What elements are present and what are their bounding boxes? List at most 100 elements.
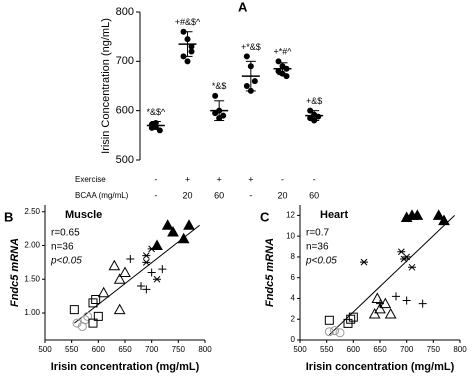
data-point [83, 311, 93, 321]
annotation: r=0.65 [51, 228, 80, 239]
data-point [91, 295, 101, 304]
data-point [408, 263, 416, 271]
data-point [418, 299, 427, 308]
y-tick-label: 2.00 [24, 241, 40, 250]
data-point [392, 292, 400, 301]
x-tick-label: 550 [320, 345, 334, 354]
y-tick-label: 1.00 [24, 308, 40, 317]
data-point [69, 305, 79, 315]
data-point [374, 302, 386, 314]
data-point [212, 92, 219, 99]
data-point [142, 252, 151, 259]
data-point [97, 286, 110, 298]
annotation: r=0.7 [306, 228, 330, 239]
data-point [161, 219, 174, 230]
x-tick-label: 650 [118, 345, 132, 354]
y-tick-label: 0 [291, 335, 296, 344]
data-point [88, 318, 98, 328]
data-point [243, 53, 250, 60]
data-point [93, 311, 103, 321]
data-point [147, 268, 156, 277]
data-point [183, 219, 195, 230]
data-point [275, 58, 282, 65]
data-point [324, 327, 334, 337]
condition-value: - [281, 174, 284, 184]
annotation: +#&$^ [175, 17, 201, 27]
y-tick-label: 1.50 [24, 274, 40, 283]
data-point [432, 209, 445, 220]
y-axis-label: Fndc5 mRNA [9, 238, 21, 307]
condition-value: - [154, 174, 157, 184]
data-point [330, 326, 340, 336]
x-tick-label: 750 [427, 345, 441, 354]
x-axis-label: Irisin concentration (mg/mL) [51, 361, 200, 373]
condition-value: 60 [309, 190, 319, 200]
panel-letter: A [238, 0, 248, 14]
condition-value: 60 [214, 190, 224, 200]
data-point [108, 259, 121, 271]
y-tick-label: 800 [116, 6, 134, 18]
x-tick-label: 500 [293, 345, 307, 354]
data-point [368, 308, 381, 319]
data-point [360, 258, 368, 266]
y-tick-label: 10 [286, 231, 295, 240]
x-tick-label: 800 [453, 345, 467, 354]
data-point [402, 296, 411, 305]
y-tick-label: 2 [291, 314, 296, 323]
data-point [397, 248, 406, 256]
annotation: p<0.05 [50, 256, 82, 267]
y-axis-label: Irisin Concentration (ng/mL) [100, 18, 112, 154]
data-point [167, 225, 179, 237]
panel-letter: C [260, 209, 270, 224]
x-tick-label: 800 [198, 345, 212, 354]
condition-label: Exercise [75, 175, 106, 184]
data-point [438, 214, 450, 226]
data-point [324, 315, 334, 325]
data-point [113, 303, 126, 315]
condition-value: 20 [277, 190, 287, 200]
y-tick-label: 600 [116, 105, 134, 117]
data-point [400, 211, 413, 222]
x-tick-label: 750 [172, 345, 186, 354]
data-point [188, 43, 195, 50]
x-tick-label: 700 [400, 345, 414, 354]
annotation: +&$ [306, 96, 322, 106]
data-point [119, 266, 131, 277]
condition-value: + [248, 174, 253, 184]
data-point [126, 255, 135, 263]
data-point [411, 209, 424, 220]
data-point [335, 328, 345, 338]
data-point [158, 265, 167, 274]
annotation: +*&$ [241, 42, 261, 52]
fit-line [328, 215, 456, 336]
data-point [137, 282, 145, 290]
annotation: n=36 [51, 242, 74, 253]
data-point [371, 292, 384, 303]
data-point [142, 259, 151, 266]
data-point [283, 73, 290, 80]
annotation: p<0.05 [305, 256, 337, 267]
panel-letter: B [4, 209, 13, 224]
condition-value: - [154, 190, 157, 200]
data-point [400, 255, 408, 263]
x-tick-label: 600 [92, 345, 106, 354]
condition-value: - [313, 174, 316, 184]
data-point [153, 275, 161, 283]
annotation: *&$^ [146, 107, 166, 117]
data-point [142, 285, 151, 294]
panel-title: Heart [320, 209, 348, 221]
data-point [113, 273, 126, 284]
condition-value: + [185, 174, 190, 184]
x-tick-label: 500 [38, 345, 52, 354]
y-axis-label: Fndc5 mRNA [264, 238, 276, 307]
x-tick-label: 700 [145, 345, 159, 354]
annotation: n=36 [306, 242, 329, 253]
data-point [376, 299, 384, 308]
data-point [212, 110, 219, 117]
data-point [188, 48, 195, 55]
annotation: *&$ [212, 81, 227, 91]
y-tick-label: 700 [116, 55, 134, 67]
condition-value: 20 [182, 190, 192, 200]
data-point [184, 58, 191, 65]
